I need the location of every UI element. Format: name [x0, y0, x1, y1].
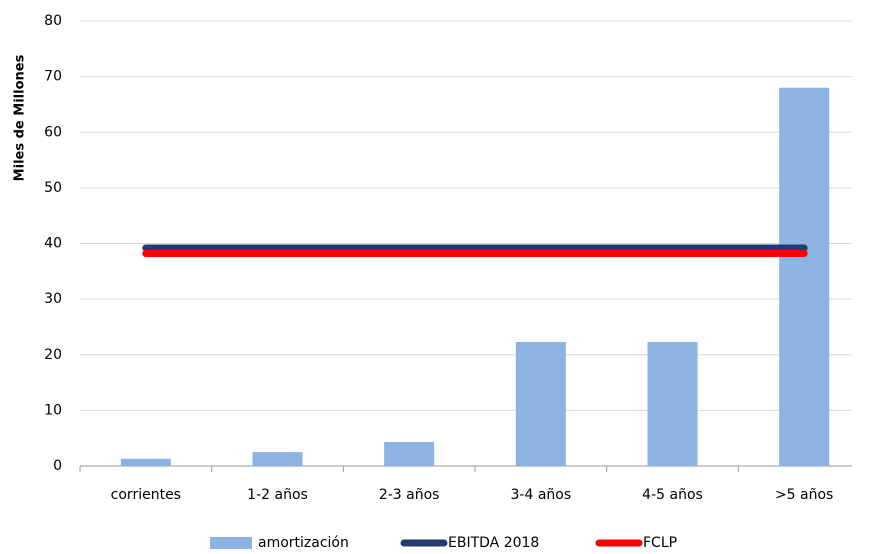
y-tick-label: 0 — [53, 458, 62, 474]
x-tick-label: >5 años — [775, 487, 833, 503]
y-tick-label: 80 — [44, 13, 62, 29]
x-tick-label: 4-5 años — [642, 487, 703, 503]
x-tick-label: 2-3 años — [379, 487, 440, 503]
bar — [384, 442, 435, 466]
legend-label: EBITDA 2018 — [448, 535, 539, 550]
x-tick-label: 3-4 años — [511, 487, 572, 503]
y-tick-label: 10 — [44, 402, 62, 418]
bar — [120, 458, 171, 466]
bar — [252, 452, 303, 466]
legend-label: amortización — [258, 535, 349, 550]
legend-swatch — [210, 537, 252, 549]
bar — [779, 87, 830, 466]
y-tick-label: 60 — [44, 124, 62, 140]
y-tick-label: 50 — [44, 180, 62, 196]
x-tick-label: corrientes — [111, 487, 181, 503]
x-tick-label: 1-2 años — [247, 487, 308, 503]
y-tick-label: 30 — [44, 291, 62, 307]
y-tick-label: 70 — [44, 69, 62, 85]
y-axis-title: Miles de Millones — [13, 54, 28, 181]
y-tick-label: 40 — [44, 236, 62, 252]
bar — [515, 341, 566, 466]
y-tick-label: 20 — [44, 347, 62, 363]
bar — [647, 341, 698, 466]
legend-label: FCLP — [643, 535, 677, 550]
